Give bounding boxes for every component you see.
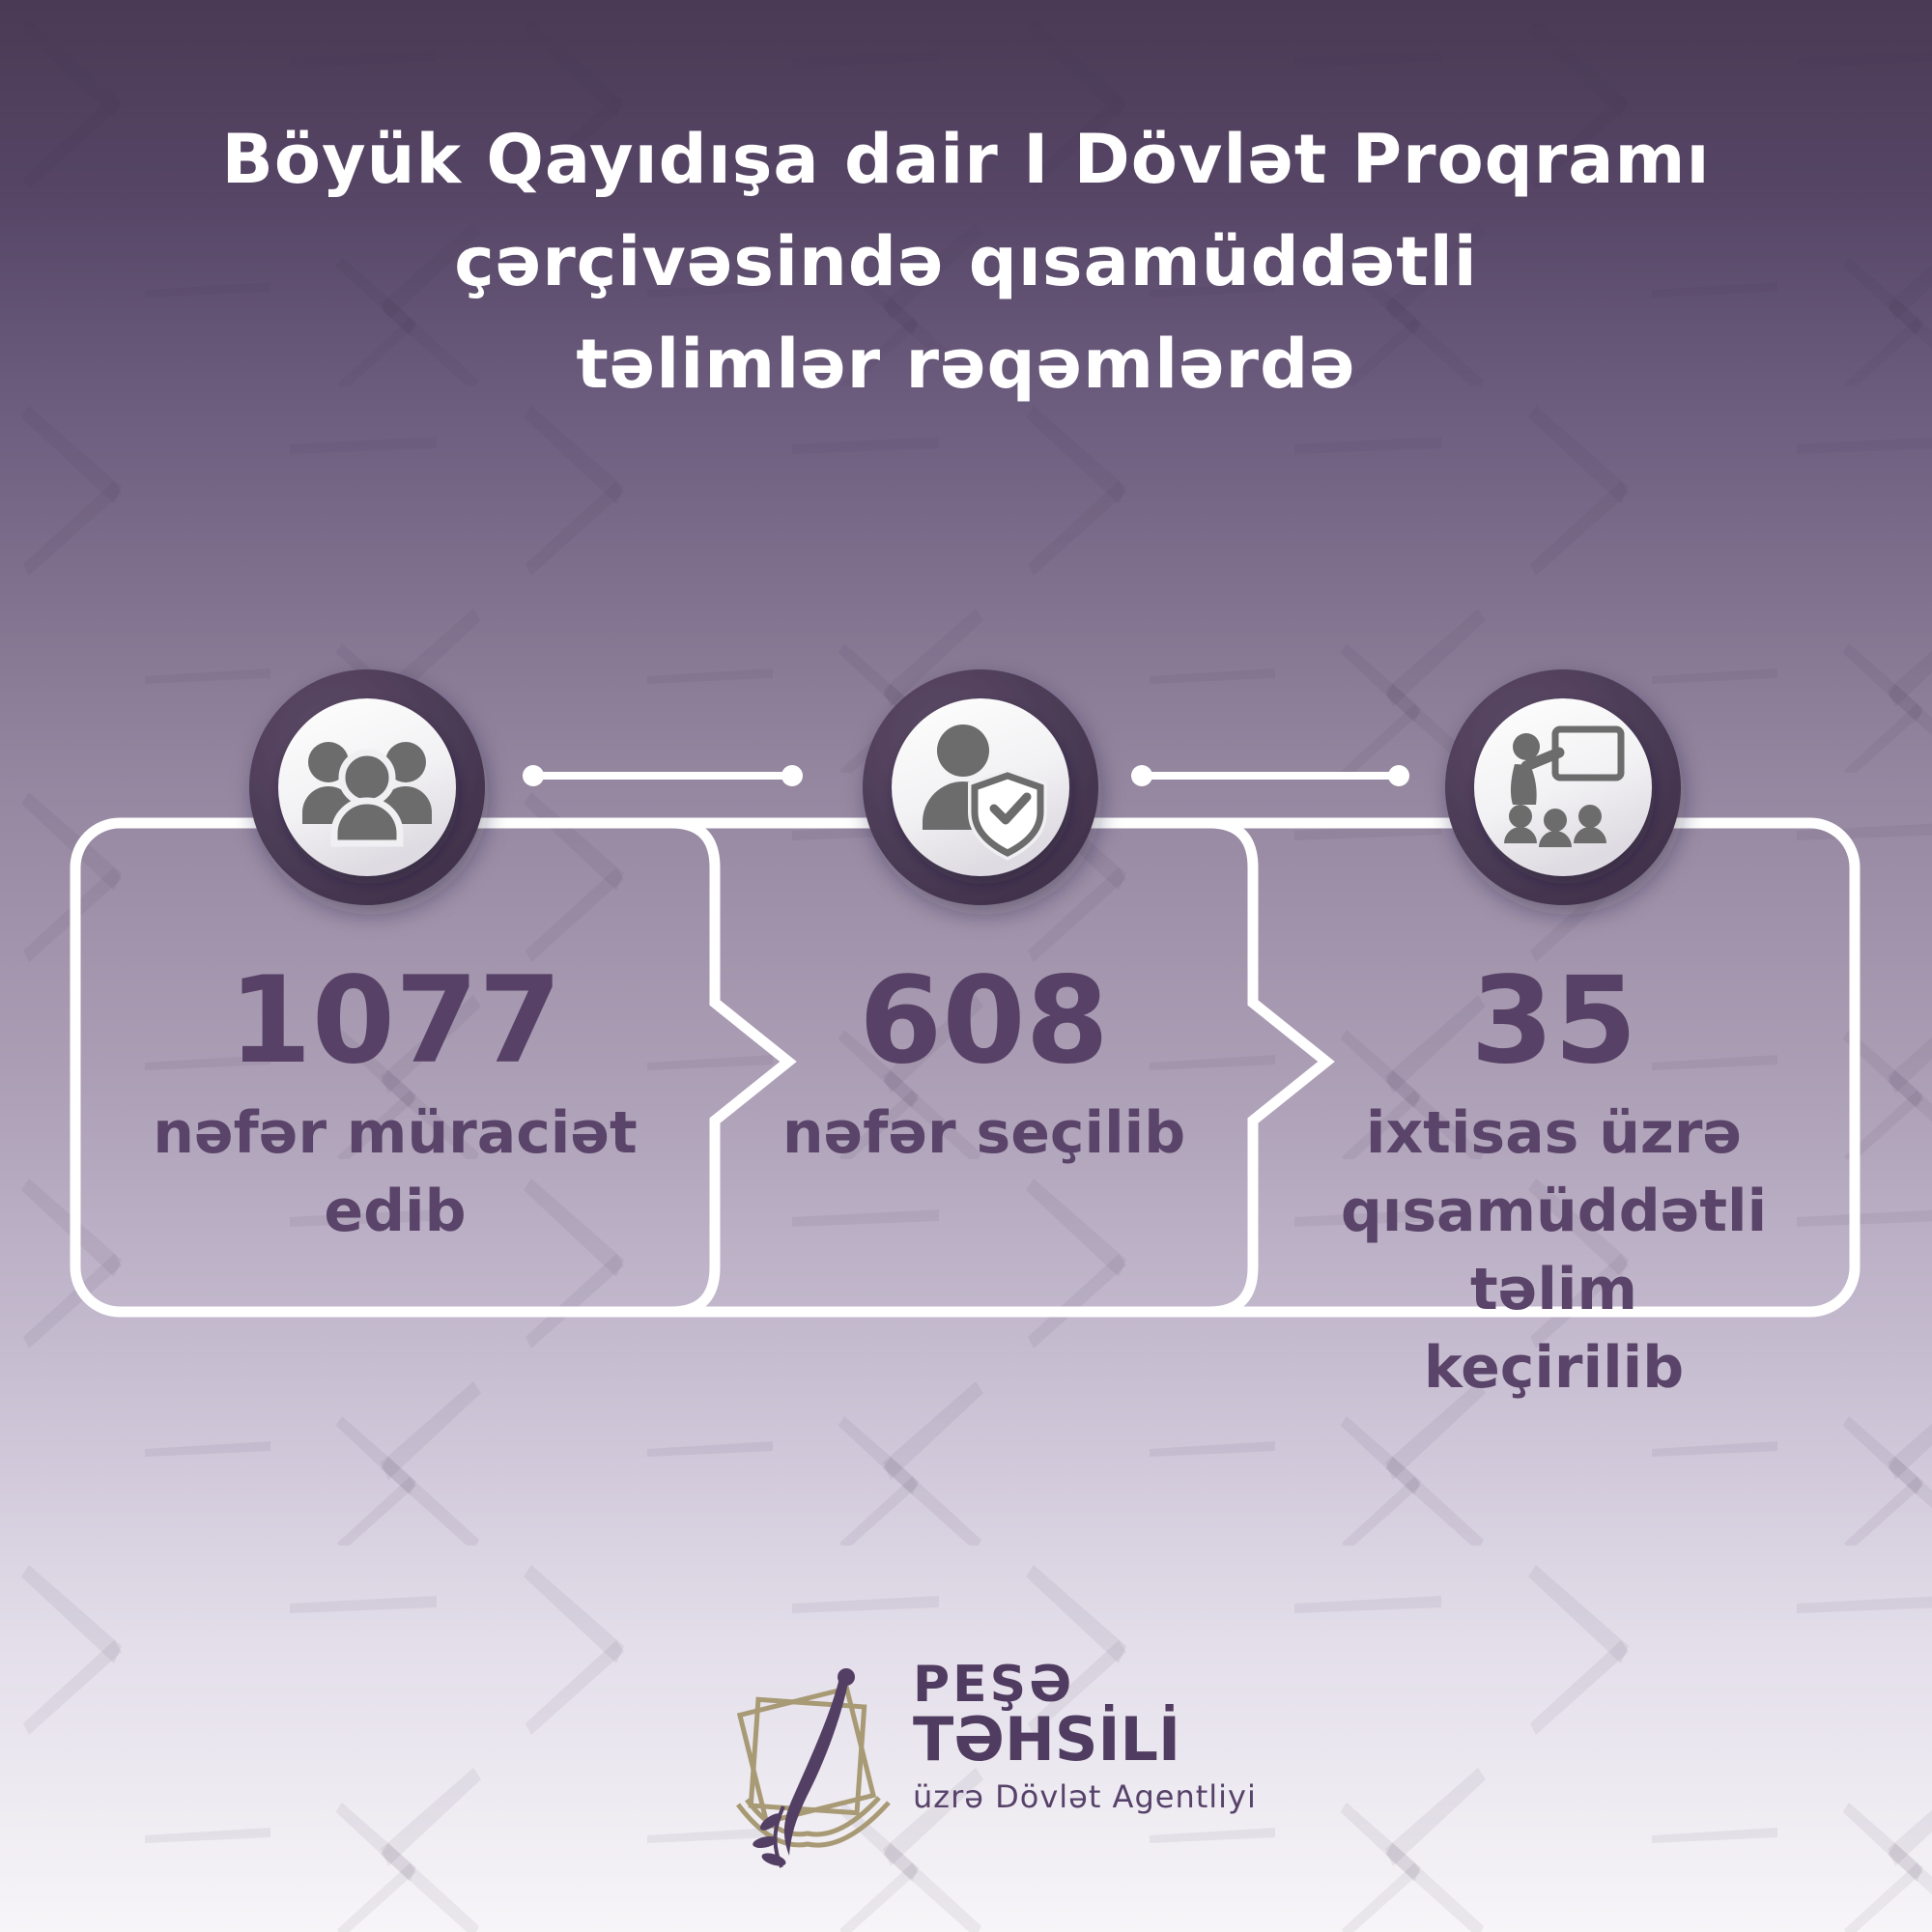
logo-book-icon	[736, 1685, 891, 1848]
title-line-3: təlimlər rəqəmlərdə	[576, 325, 1356, 404]
title-line-1: Böyük Qayıdışa dair I Dövlət Proqramı	[221, 120, 1711, 199]
page-title: Böyük Qayıdışa dair I Dövlət Proqramı çə…	[0, 108, 1932, 415]
stat-value-applied: 1077	[228, 952, 562, 1091]
stat-value-trainings: 35	[1470, 952, 1637, 1091]
stat-value-selected: 608	[859, 952, 1109, 1091]
stat-label-selected: nəfər seçilib	[781, 1099, 1186, 1167]
stat-label-trainings: ixtisas üzrə qısamüddətli təlim keçirili…	[1340, 1099, 1768, 1402]
logo-tagline: üzrə Dövlət Agentliyi	[913, 1778, 1257, 1815]
person-shield-check-icon	[923, 724, 1047, 861]
teacher-presentation-icon	[1504, 725, 1625, 847]
connector-line-2	[1131, 765, 1409, 786]
stat-icon-badge-3	[1445, 669, 1681, 905]
stat-icon-badge-2	[863, 669, 1098, 905]
logo-name-line2: TƏHSİLİ	[913, 1704, 1181, 1775]
stat-label-applied: nəfər müraciət edib	[153, 1099, 638, 1245]
people-group-icon	[302, 742, 432, 847]
stat-icon-badge-1	[249, 669, 485, 905]
logo-quill-icon	[753, 1668, 855, 1868]
title-line-2: çərçivəsində qısamüddətli	[454, 222, 1478, 301]
card-divider-2	[1208, 817, 1335, 1318]
agency-logo-mark	[736, 1668, 891, 1868]
logo-name-line1: PEŞƏ	[913, 1656, 1075, 1714]
connector-line-1	[523, 765, 803, 786]
card-divider-1	[670, 817, 797, 1318]
